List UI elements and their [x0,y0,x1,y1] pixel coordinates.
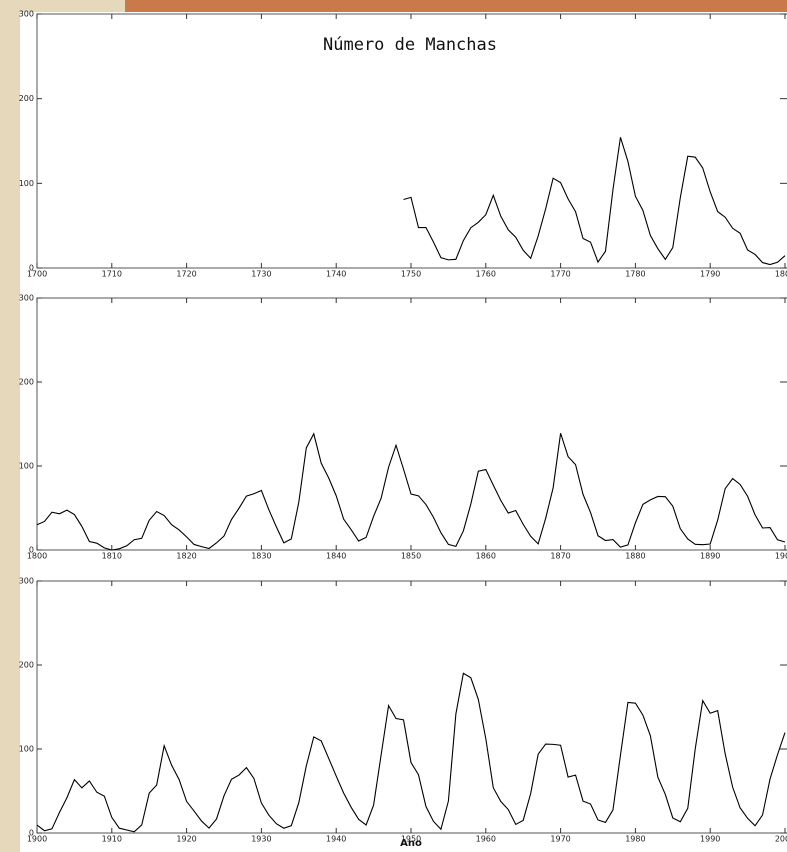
x-axis-label: Ano [400,838,422,849]
x-tick-label: 1830 [251,552,271,561]
y-tick-label: 100 [19,179,34,188]
x-tick-label: 1880 [625,552,645,561]
x-tick-label: 1790 [700,270,720,279]
x-tick-label: 1800 [27,552,47,561]
x-tick-label: 1760 [476,270,496,279]
x-tick-label: 1770 [550,270,570,279]
y-tick-label: 200 [19,661,34,670]
y-tick-label: 100 [19,745,34,754]
sunspot-line [36,672,786,833]
chart-title: Número de Manchas [323,35,497,55]
x-tick-label: 1920 [176,835,196,844]
x-tick-label: 1970 [550,835,570,844]
x-tick-label: 1710 [102,270,122,279]
panel-frame [36,580,787,834]
x-tick-label: 1890 [700,552,720,561]
x-tick-label: 1990 [700,835,720,844]
top-band [125,0,787,12]
x-tick-label: 1730 [251,270,271,279]
y-tick-label: 200 [19,94,34,103]
y-tick-label: 300 [19,577,34,586]
x-tick-label: 1720 [176,270,196,279]
x-tick-label: 1840 [326,552,346,561]
y-tick-label: 0 [29,264,34,273]
y-tick-label: 0 [29,829,34,838]
x-tick-label: 1900 [775,552,787,561]
x-tick-label: 1810 [102,552,122,561]
y-tick-label: 300 [19,294,34,303]
x-tick-label: 1940 [326,835,346,844]
x-tick-label: 1870 [550,552,570,561]
y-tick-label: 300 [19,10,34,19]
y-tick-label: 200 [19,378,34,387]
y-tick-label: 100 [19,462,34,471]
sunspot-line [403,137,786,266]
x-tick-label: 1860 [476,552,496,561]
x-tick-label: 1950 [401,835,421,844]
sunspot-line [36,432,786,551]
panel-frame [36,13,787,269]
x-tick-label: 1850 [401,552,421,561]
x-tick-label: 1740 [326,270,346,279]
y-tick-label: 0 [29,546,34,555]
x-tick-label: 1910 [102,835,122,844]
x-tick-label: 1900 [27,835,47,844]
x-tick-label: 1980 [625,835,645,844]
panel-frame [36,297,787,551]
x-tick-label: 1960 [476,835,496,844]
x-tick-label: 1780 [625,270,645,279]
x-tick-label: 1800 [775,270,787,279]
x-tick-label: 2000 [775,835,787,844]
x-tick-label: 1700 [27,270,47,279]
plot-background [20,12,787,852]
x-tick-label: 1750 [401,270,421,279]
x-tick-label: 1820 [176,552,196,561]
x-tick-label: 1930 [251,835,271,844]
